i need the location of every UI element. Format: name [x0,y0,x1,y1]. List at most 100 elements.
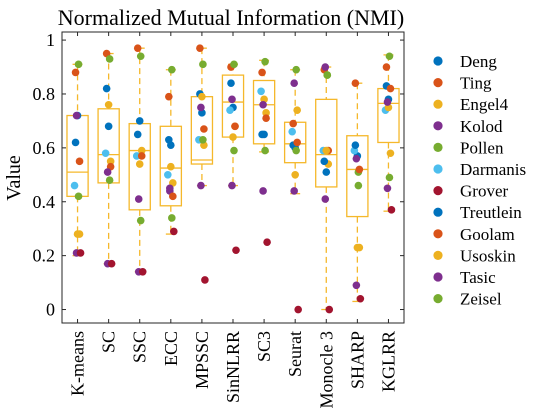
data-point [200,125,208,133]
data-point [196,44,204,52]
data-point [228,95,236,104]
data-point [352,281,361,290]
data-point [201,276,209,284]
data-point [137,152,146,160]
legend-marker [433,56,443,66]
legend-marker [433,99,443,109]
data-point [289,119,297,128]
legend-label: Usoskin [460,246,516,265]
data-point [227,79,235,87]
data-point [353,243,362,252]
data-point [199,60,207,69]
x-tick-label: MPSSC [192,331,212,389]
data-point [106,157,115,166]
legend-marker [433,229,443,239]
data-point [168,214,176,222]
data-point [261,57,269,66]
data-point [165,92,173,101]
legend-marker [433,186,443,196]
data-point [136,52,145,61]
x-tick-label: KGLRR [378,331,398,392]
data-point [258,68,266,77]
data-point [101,149,110,158]
legend-label: Treutlein [460,203,522,222]
y-tick-label: 1 [46,30,55,50]
data-point [292,146,300,155]
legend-marker [433,250,443,260]
data-point [76,249,85,257]
data-point [107,259,116,268]
data-point [229,133,237,141]
x-tick-label: Monocle 3 [316,331,336,408]
x-tick-label: Seurat [285,331,305,377]
data-point [105,55,114,63]
data-point [354,181,363,190]
data-point [136,216,145,225]
box [252,79,276,145]
data-point [134,195,143,203]
data-point [226,106,234,114]
data-point [105,176,114,184]
legend-label: Deng [460,52,497,71]
data-point [259,100,267,109]
data-point [166,184,174,193]
data-point [70,181,79,190]
legend-label: Engel4 [460,95,509,114]
legend-marker [433,78,443,88]
data-point [385,173,394,182]
data-point [137,146,146,155]
data-point [73,230,82,238]
data-point [230,146,238,155]
data-point [104,100,113,109]
data-point [138,268,147,276]
legend-label: Pollen [460,138,504,157]
data-point [75,157,84,166]
data-point [262,114,270,123]
data-point [355,165,364,174]
data-point [228,181,236,190]
data-point [259,187,267,195]
legend-label: Ting [460,74,492,93]
data-point [290,79,298,87]
data-point [169,192,177,201]
data-point [383,184,392,193]
data-point [102,84,111,93]
legend-label: Goolam [460,225,515,244]
legend-label: Kolod [460,117,503,136]
data-point [321,63,330,71]
x-tick-label: SC [99,331,119,353]
data-point [168,65,176,74]
data-point [292,65,300,74]
legend-label: Tasic [460,268,496,287]
chart-title: Normalized Mutual Information (NMI) [58,5,404,30]
data-point [197,103,205,112]
legend-label: Zeisel [460,290,502,309]
data-point [382,63,391,71]
data-point [351,79,360,87]
data-point [135,117,144,125]
data-point [351,141,360,149]
x-tick-label: SSC [130,331,150,363]
data-point [258,130,266,139]
data-point [290,187,298,195]
legend-label: Darmanis [460,160,526,179]
box [159,125,183,207]
y-tick-label: 0.4 [33,192,56,212]
data-point [325,305,334,314]
y-tick-label: 0.8 [33,84,56,104]
legend-marker [433,121,443,131]
data-point [320,157,329,166]
y-tick-label: 0 [46,300,55,320]
legend-marker [433,207,443,217]
data-point [293,138,301,147]
data-point [198,92,206,101]
legend-marker [433,142,443,152]
data-point [71,68,80,77]
data-point [170,227,178,236]
y-tick-label: 0.2 [33,246,56,266]
data-point [74,192,83,201]
data-point [386,84,395,93]
data-point [231,122,239,131]
data-point [294,305,302,314]
